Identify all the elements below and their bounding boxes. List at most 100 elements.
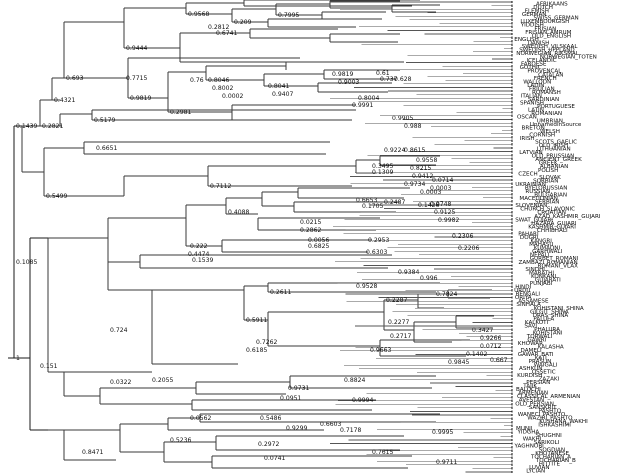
- node-support-value: 0.2277: [388, 319, 409, 326]
- node-support-value: 0.3495: [372, 163, 393, 170]
- taxon-label: PRASUN: [529, 359, 552, 365]
- taxon-label: ANCIENT_GREEK: [535, 157, 582, 163]
- node-support-value: 0.7112: [210, 183, 231, 190]
- taxon-label: SWAT_GUJARI: [515, 217, 553, 223]
- taxon-label: SOGDIAN: [539, 447, 565, 453]
- node-support-value: 0.61: [376, 70, 390, 77]
- taxon-label: GUJARATI: [535, 278, 561, 284]
- taxon-label: AVESTAN: [519, 398, 544, 404]
- node-support-value: 0.0951: [280, 395, 301, 402]
- node-support-value: 0.6825: [308, 243, 329, 250]
- node-support-value: 0.0003: [430, 185, 451, 192]
- taxon-label: NORWEGIAN_RIKSMAL: [516, 51, 580, 57]
- taxon-label: SWISS_GERMAN: [534, 16, 579, 22]
- taxon-label: ZAZAKI: [539, 377, 560, 383]
- taxon-label: ROMANI_VLAX: [538, 263, 578, 269]
- taxon-label: SHUGHNI: [536, 433, 563, 439]
- taxon-label: BALOCHI: [516, 387, 541, 393]
- taxon-label: KANGRI: [531, 239, 553, 245]
- taxon-label: GAWRI: [527, 338, 546, 344]
- taxon-label: HAZARA_GUJARI: [531, 221, 577, 227]
- taxon-label: CHURCH_SLAVONIC: [520, 207, 575, 213]
- node-support-value: 0.724: [110, 327, 128, 334]
- taxon-label: KASHMIR_GUJARI: [528, 224, 576, 230]
- taxon-label: YIDDISH: [520, 23, 544, 29]
- node-support-value: 0.9991: [352, 102, 373, 109]
- node-support-value: 0.2287: [386, 297, 407, 304]
- taxon-label: CROATIAN: [537, 210, 566, 216]
- taxon-label: DANISH: [528, 40, 550, 46]
- taxon-label: PORTUGUESE: [537, 104, 575, 110]
- taxon-label: OLD_PERSIAN: [515, 401, 554, 407]
- node-support-value: 0.1705: [362, 203, 383, 210]
- taxon-label: FAROESE: [521, 62, 547, 68]
- taxon-label: SWEDISH_UPPLAND: [519, 48, 575, 54]
- taxon-label: CATALAN: [538, 72, 563, 78]
- node-support-value: 0.1439: [16, 123, 37, 130]
- taxon-label: FRISIAN: [534, 26, 556, 32]
- node-support-value: 0.9731: [288, 385, 309, 392]
- node-support-value: 1: [16, 355, 20, 362]
- taxon-label: ROMANSH: [532, 90, 561, 96]
- node-support-value: 0.9224: [384, 147, 405, 154]
- taxon-label: ENGLISH: [514, 37, 539, 43]
- node-support-value: 0.996: [420, 275, 438, 282]
- taxon-label: PROVENCAL: [527, 69, 562, 75]
- node-support-value: 0.0003: [420, 189, 441, 196]
- taxon-label: KUSHANA_WAKHI: [539, 419, 588, 425]
- taxon-label: KOHISTANI_SHINA: [534, 306, 584, 312]
- taxon-label: KONKANI: [531, 274, 557, 280]
- node-support-value: 0.9528: [356, 283, 377, 290]
- taxon-label: SARIKOLI: [534, 440, 560, 446]
- taxon-label: POLISH: [538, 168, 558, 174]
- clade-indo-iranian: [29, 187, 494, 469]
- taxon-label: ISHKASHIMI: [538, 423, 571, 429]
- taxon-label: WANECI_PASHTO: [518, 412, 566, 418]
- taxon-label: OLD_ENGLISH: [532, 33, 571, 39]
- taxon-label: ASSAMESE: [518, 299, 549, 305]
- node-support-value: 0.5911: [246, 317, 267, 324]
- taxon-label: MAHASU: [529, 242, 553, 248]
- node-support-value: 0.9748: [430, 201, 451, 208]
- node-support-value: 0.0215: [300, 219, 321, 226]
- taxon-label: CLASSICAL_ARMENIAN: [517, 394, 580, 400]
- node-support-value: 0.9266: [480, 335, 501, 342]
- taxon-label: FRIULIAN: [529, 86, 555, 92]
- node-support-value: 0.7715: [126, 75, 147, 82]
- taxon-label: GILGIT_SHINA: [530, 309, 569, 315]
- node-support-value: 0.1539: [192, 257, 213, 264]
- node-support-value: 0.9444: [126, 45, 147, 52]
- taxon-label: AZAD_KASHMIR_GUJARI: [534, 214, 601, 220]
- taxon-label: SCOTS_GAELIC: [535, 140, 577, 146]
- node-support-value: 0.988: [404, 123, 422, 130]
- taxon-label: KATI: [535, 355, 547, 361]
- taxon-label: UMBRIAN: [537, 118, 563, 124]
- node-support-value: 0.7262: [256, 339, 277, 346]
- taxon-label: WAKHI: [523, 437, 542, 443]
- taxon-label: BULGARIAN: [534, 193, 567, 199]
- node-support-value: 0.0322: [110, 379, 131, 386]
- node-support-value: 0.9384: [398, 269, 419, 276]
- taxon-label: ROMANIAN: [531, 111, 562, 117]
- node-support-value: 0.4321: [54, 97, 75, 104]
- node-support-value: 0.628: [394, 76, 412, 83]
- node-support-value: 0.8471: [82, 449, 103, 456]
- clade-european: [21, 0, 440, 197]
- taxon-label: GERMAN: [522, 12, 547, 18]
- taxon-label: GURBET_ROMANI: [530, 256, 579, 262]
- taxon-label: YAGHNOBI: [514, 444, 545, 450]
- node-support-value: 0.9299: [286, 425, 307, 432]
- node-support-value: 0.9407: [272, 91, 293, 98]
- taxon-label: SORBIAN: [533, 178, 558, 184]
- node-support-value: 0.2981: [170, 109, 191, 116]
- taxon-label: KUMAONI: [534, 246, 561, 252]
- node-support-value: 0.9558: [416, 157, 437, 164]
- taxon-label: HINDI: [515, 285, 531, 291]
- taxon-label: MUNJI: [516, 426, 533, 432]
- taxon-label: FRISIAN_AMRUM: [525, 30, 571, 36]
- taxon-label: LADIN: [527, 83, 544, 89]
- taxon-label: HITTITE: [539, 461, 561, 467]
- node-support-value: 0.6651: [96, 145, 117, 152]
